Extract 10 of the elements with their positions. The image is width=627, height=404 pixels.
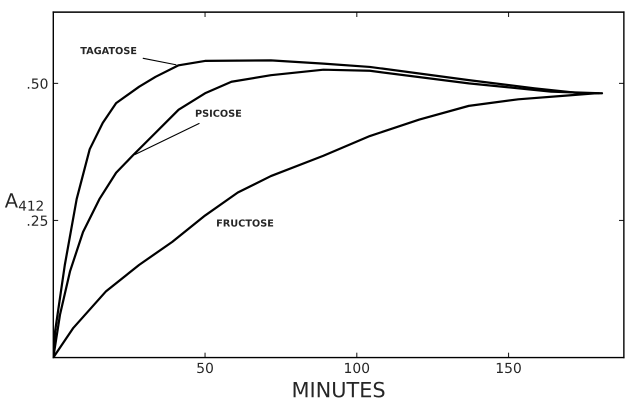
x-tick-label: 50: [197, 362, 213, 374]
y-tick-label: .25: [28, 215, 48, 226]
x-tick-label: 150: [496, 362, 521, 374]
series-label: FRUCTOSE: [217, 219, 274, 227]
y-tick-label: .50: [28, 78, 48, 89]
x-tick-label: 100: [345, 362, 370, 374]
text: TAGATOSE: [80, 46, 136, 54]
series-label: PSICOSE: [196, 110, 242, 117]
x-axis-title: MINUTES: [294, 382, 384, 398]
y-axis-title: A$_{412}$: [4, 193, 43, 211]
